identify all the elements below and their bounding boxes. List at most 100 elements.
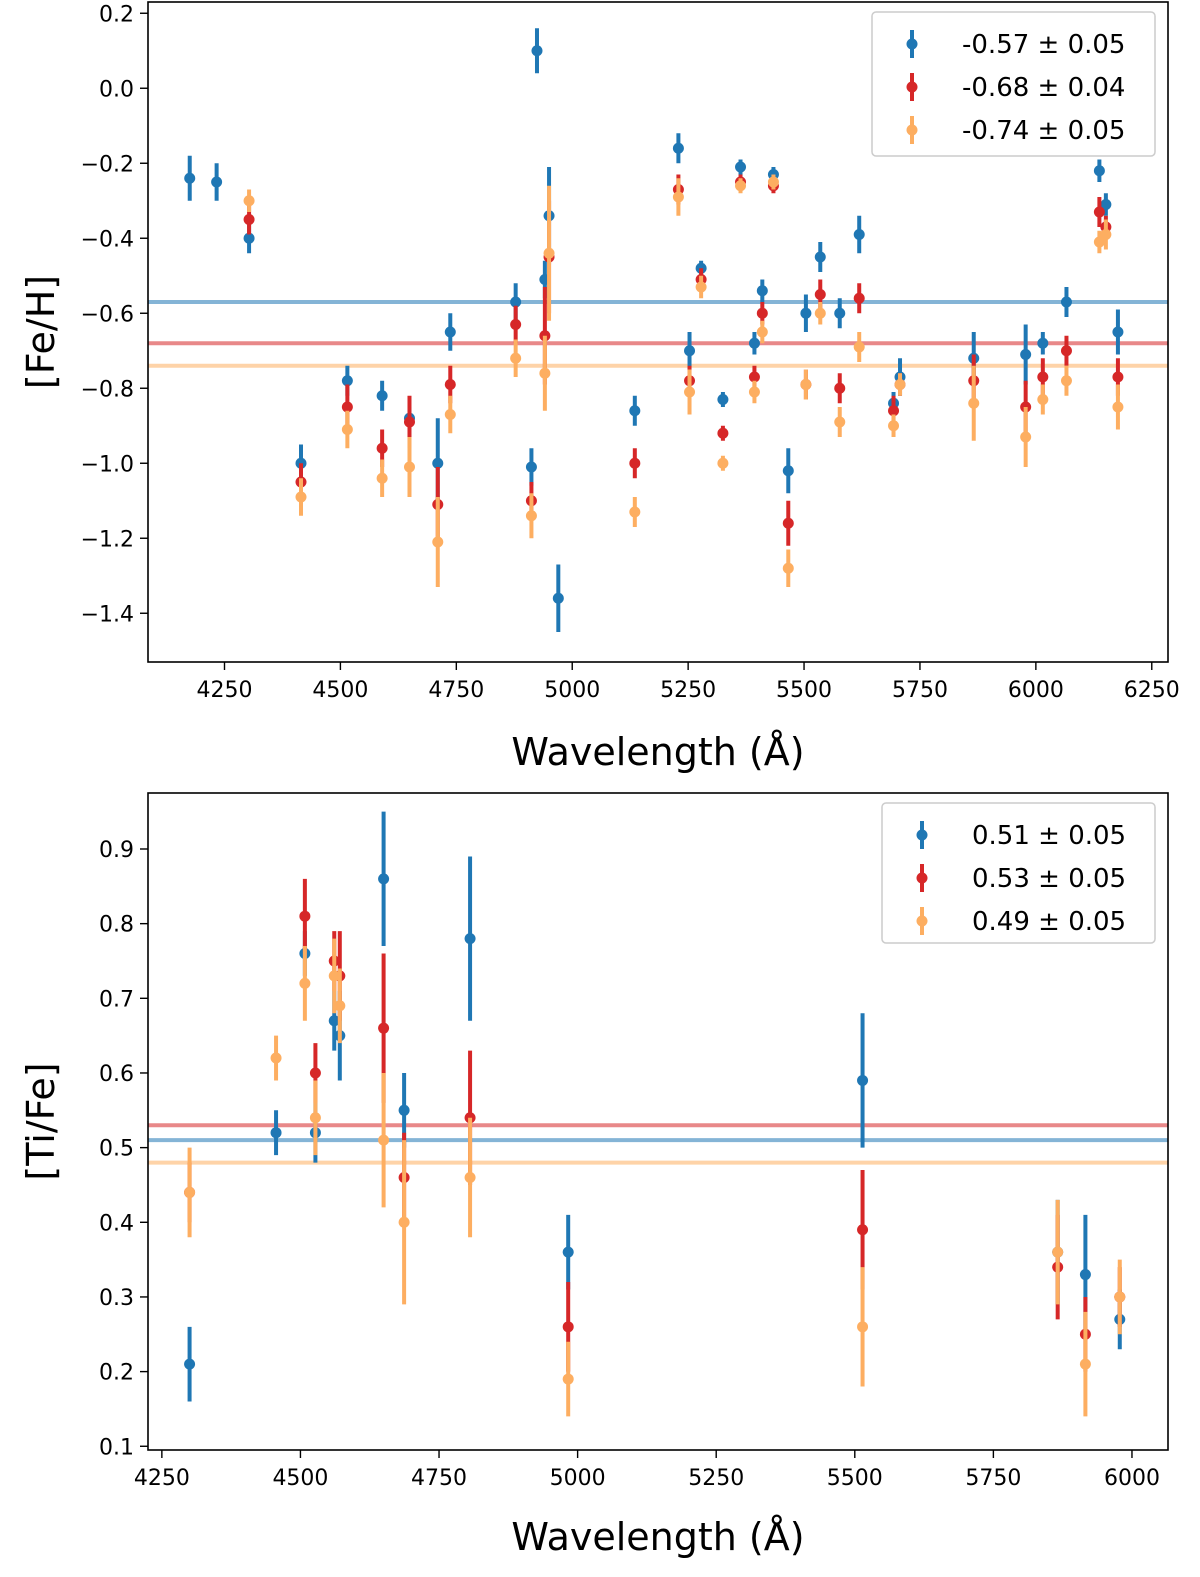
data-point: [834, 416, 846, 428]
data-point: [857, 1224, 869, 1236]
y-tick-label: 0.2: [99, 2, 134, 27]
data-point: [510, 296, 522, 308]
data-point: [1020, 431, 1032, 443]
data-point: [299, 977, 311, 989]
y-tick-label: 0.2: [99, 1361, 134, 1386]
data-point: [531, 45, 543, 57]
x-tick-label: 6000: [1008, 678, 1064, 703]
data-point: [1093, 236, 1105, 248]
data-point: [1093, 206, 1105, 218]
data-point: [1100, 229, 1112, 240]
y-tick-label: 0.1: [99, 1435, 134, 1460]
data-point: [629, 405, 641, 417]
legend-box: [871, 11, 1156, 157]
data-point: [1020, 349, 1032, 360]
legend-label: 0.49 ± 0.05: [972, 907, 1126, 937]
data-point: [684, 386, 696, 398]
data-point: [376, 390, 388, 402]
data-point: [629, 457, 641, 469]
legend-marker: [916, 872, 928, 884]
data-points: [184, 28, 1124, 632]
data-point: [341, 375, 353, 387]
data-point: [853, 341, 865, 353]
data-point: [684, 345, 696, 357]
plot-frame: [147, 1, 1169, 663]
data-point: [378, 873, 390, 885]
x-axis-label: Wavelength (Å): [511, 730, 804, 774]
data-point: [748, 371, 760, 383]
y-tick-label: −1.2: [81, 527, 134, 552]
x-tick-label: 5500: [776, 678, 832, 703]
x-tick-label: 4500: [272, 1466, 328, 1491]
legend-marker: [916, 829, 928, 841]
data-point: [309, 1067, 321, 1079]
data-point: [376, 442, 388, 454]
y-tick-label: −1.4: [81, 602, 134, 627]
x-tick-label: 5500: [827, 1466, 883, 1491]
legend-label: 0.51 ± 0.05: [972, 821, 1126, 851]
y-tick-label: 0.5: [99, 1137, 134, 1162]
data-point: [444, 409, 456, 420]
data-point: [510, 319, 522, 330]
data-point: [376, 472, 388, 484]
data-point: [814, 307, 826, 319]
series-3: [184, 938, 1126, 1417]
data-point: [1114, 1291, 1126, 1303]
data-point: [1037, 337, 1049, 349]
data-point: [1060, 345, 1072, 357]
x-tick-label: 4250: [197, 678, 253, 703]
legend-label: -0.68 ± 0.04: [962, 73, 1125, 103]
y-tick-label: 0.9: [99, 838, 134, 863]
data-point: [1112, 401, 1124, 413]
data-point: [539, 367, 551, 379]
data-point: [243, 195, 255, 207]
data-point: [888, 420, 900, 432]
data-point: [735, 180, 747, 192]
data-point: [814, 289, 826, 300]
data-point: [270, 1127, 282, 1139]
data-point: [1079, 1358, 1091, 1370]
y-tick-label: 0.7: [99, 987, 134, 1012]
legend-box: [881, 802, 1156, 944]
y-tick-label: 0.4: [99, 1211, 134, 1236]
data-point: [756, 326, 768, 338]
legend-marker: [906, 81, 918, 93]
series-3: [243, 174, 1124, 587]
data-point: [968, 397, 980, 409]
legend-marker: [906, 124, 918, 136]
data-point: [184, 172, 196, 184]
data-point: [328, 1015, 340, 1027]
data-point: [894, 379, 906, 390]
data-point: [888, 405, 900, 417]
data-point: [857, 1321, 869, 1333]
x-tick-label: 4500: [312, 678, 368, 703]
y-tick-label: 0.8: [99, 913, 134, 938]
data-point: [543, 247, 555, 259]
x-tick-label: 5250: [688, 1466, 744, 1491]
chart-panel-1: 4250 4500 4750 5000 5250 5500 5750 6000 6250 0.2 0…: [19, 1, 1180, 774]
x-tick-label: 5000: [544, 678, 600, 703]
x-tick-label: 4250: [134, 1466, 190, 1491]
data-point: [184, 1186, 196, 1198]
data-point: [464, 933, 476, 945]
data-point: [800, 307, 812, 319]
chart-panel-2: 4250 4500 4750 5000 5250 5500 5750 6000 0.1 0.2 0.…: [19, 792, 1169, 1559]
data-point: [243, 214, 255, 225]
data-points: [184, 811, 1126, 1417]
data-point: [853, 229, 865, 240]
legend: 0.51 ± 0.05 0.53 ± 0.05 0.49 ± 0.05: [881, 802, 1156, 944]
data-point: [834, 307, 846, 319]
data-point: [717, 457, 729, 469]
data-point: [1100, 199, 1112, 210]
data-point: [800, 379, 812, 390]
data-point: [211, 176, 223, 188]
data-point: [1060, 375, 1072, 387]
data-point: [270, 1052, 282, 1064]
legend-label: -0.57 ± 0.05: [962, 30, 1125, 60]
data-point: [782, 562, 794, 574]
y-axis-label: [Fe/H]: [19, 275, 63, 389]
mean-lines: [148, 300, 1168, 368]
data-point: [184, 1358, 196, 1370]
data-point: [853, 292, 865, 304]
x-tick-label: 6250: [1124, 678, 1180, 703]
